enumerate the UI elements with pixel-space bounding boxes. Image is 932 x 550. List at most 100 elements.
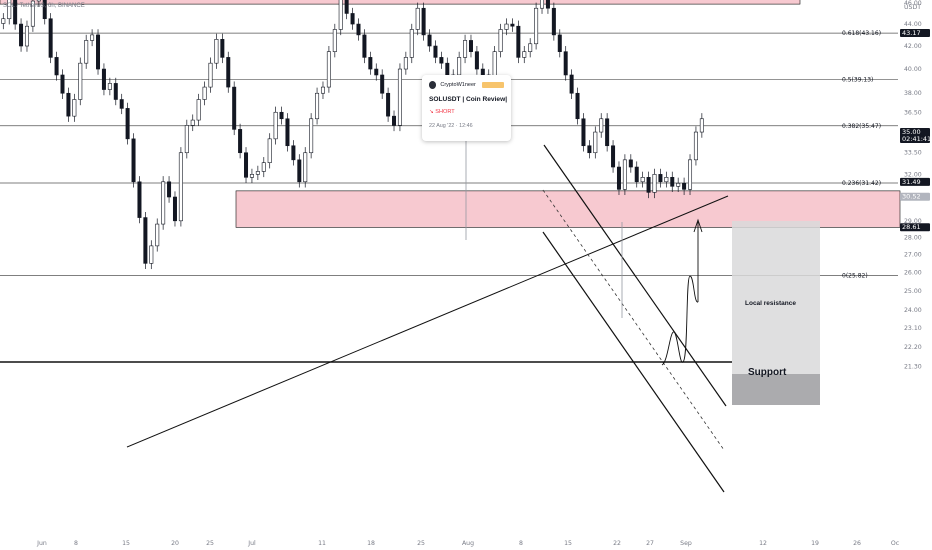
y-tick-label: 46.00 [904,0,922,7]
rising-trendline [126,195,729,448]
candle [96,34,101,70]
fib-label: 0.618(43.16) [842,30,881,37]
candle [374,68,379,76]
projection-arrow-head [693,218,703,233]
candle [238,129,243,154]
candle [78,62,83,100]
x-tick-label: 22 [613,540,621,547]
candle [670,177,675,187]
candle [315,92,320,120]
candle [427,34,432,47]
candle [386,92,391,117]
candle [338,0,343,30]
candle [563,51,568,76]
candle [48,18,53,58]
candle [504,23,509,30]
y-tick-label: 23.10 [904,325,922,332]
x-tick-label: 15 [564,540,572,547]
candle [628,159,633,168]
candle [202,86,207,100]
x-tick-label: 25 [206,540,214,547]
candle [575,92,580,120]
candle [30,0,35,27]
candle [634,166,639,183]
y-tick-label: 44.00 [904,21,922,28]
candle [255,171,260,175]
candle [125,108,130,140]
x-tick-label: 25 [417,540,425,547]
idea-title[interactable]: SOLUSDT | Coin Review| [429,96,508,103]
candle [534,7,539,45]
candle [516,25,521,58]
x-tick-label: 8 [519,540,523,547]
candle [1,18,6,24]
candle [303,152,308,183]
candle [658,174,663,183]
candle [297,159,302,183]
candle [54,57,59,76]
price-tag-countdown: 02:41:41 [902,135,931,143]
trendlines [0,140,732,493]
fib-label: 0.382(35.47) [842,123,881,130]
candle [510,23,515,27]
y-tick-label: 27.00 [904,252,922,259]
price-tag-label: 43.17 [902,29,921,37]
x-tick-label: Oc [891,540,900,547]
author-name[interactable]: CryptoW1neer [440,82,476,88]
candle [616,166,621,190]
candle [640,177,645,183]
price-tag [900,223,930,232]
candle [693,131,698,161]
candle [208,62,213,88]
candle [36,0,41,2]
x-tick-label: 18 [367,540,375,547]
candle [261,162,266,172]
x-tick-label: 15 [122,540,130,547]
x-tick-label: 8 [74,540,78,547]
candle [143,217,148,264]
candle [72,99,77,117]
candle [652,174,657,193]
x-tick-label: Sep [680,540,692,547]
candle [42,0,47,20]
y-tick-label: 42.00 [904,43,922,50]
candle [24,25,29,47]
annotation-local-resistance: Local resistance [745,300,796,307]
candle [522,51,527,58]
candle [232,86,237,130]
candle [699,118,704,133]
y-tick-label: 24.00 [904,307,922,314]
projection-path [661,275,699,366]
candle [392,115,397,126]
x-tick-label: Jul [247,540,256,547]
candle [285,118,290,147]
candle [220,39,225,58]
candle [137,181,142,218]
price-tag [900,192,930,201]
candle [113,83,118,100]
candle [226,57,231,88]
candle [569,74,574,94]
idea-direction: ↘ SHORT [429,109,455,115]
candle [409,29,414,58]
candle [457,57,462,76]
candle [7,0,12,20]
candle [320,86,325,94]
candle [344,0,349,14]
candle [149,245,154,264]
idea-date: 22 Aug '22 · 12:46 [429,123,473,129]
author-avatar [429,81,437,89]
candle [463,40,468,58]
candle [682,182,687,190]
y-tick-label: 25.00 [904,288,922,295]
price-tag-label: 30.52 [902,193,921,201]
candle [356,23,361,36]
candle [291,145,296,161]
y-tick-label: 26.00 [904,269,922,276]
price-tag [900,29,930,38]
candle [599,118,604,133]
idea-card[interactable]: CryptoW1neer SOLUSDT | Coin Review| ↘ SH… [422,75,511,141]
candle [13,0,18,25]
candle [214,39,219,64]
candle [101,68,106,90]
